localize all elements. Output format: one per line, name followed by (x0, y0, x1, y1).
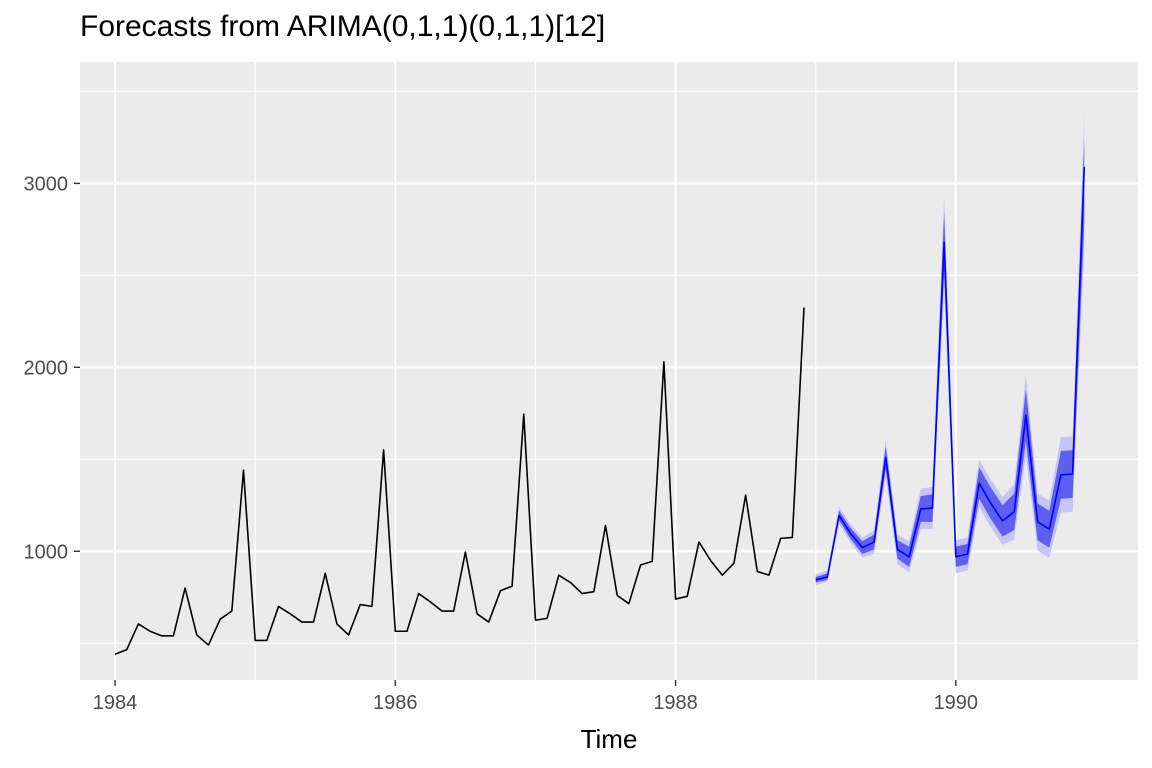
x-tick-label: 1986 (373, 692, 418, 714)
forecast-series-line (815, 166, 1086, 581)
y-tick-label: 3000 (24, 173, 69, 195)
y-tick-label: 1000 (24, 541, 69, 563)
prediction-interval-80 (815, 141, 1085, 583)
observed-series-line (114, 307, 805, 655)
axes: 1984 1986 1988 1990 1000 2000 3000 (24, 173, 979, 714)
series-lines (114, 166, 1086, 655)
x-axis-title: Time (581, 724, 638, 754)
y-tick-label: 2000 (24, 357, 69, 379)
x-tick-label: 1988 (653, 692, 698, 714)
x-tick-label: 1990 (934, 692, 979, 714)
chart-title: Forecasts from ARIMA(0,1,1)(0,1,1)[12] (80, 10, 606, 43)
band-80 (815, 141, 1085, 583)
plot-panel (80, 62, 1138, 680)
x-tick-label: 1984 (93, 692, 138, 714)
